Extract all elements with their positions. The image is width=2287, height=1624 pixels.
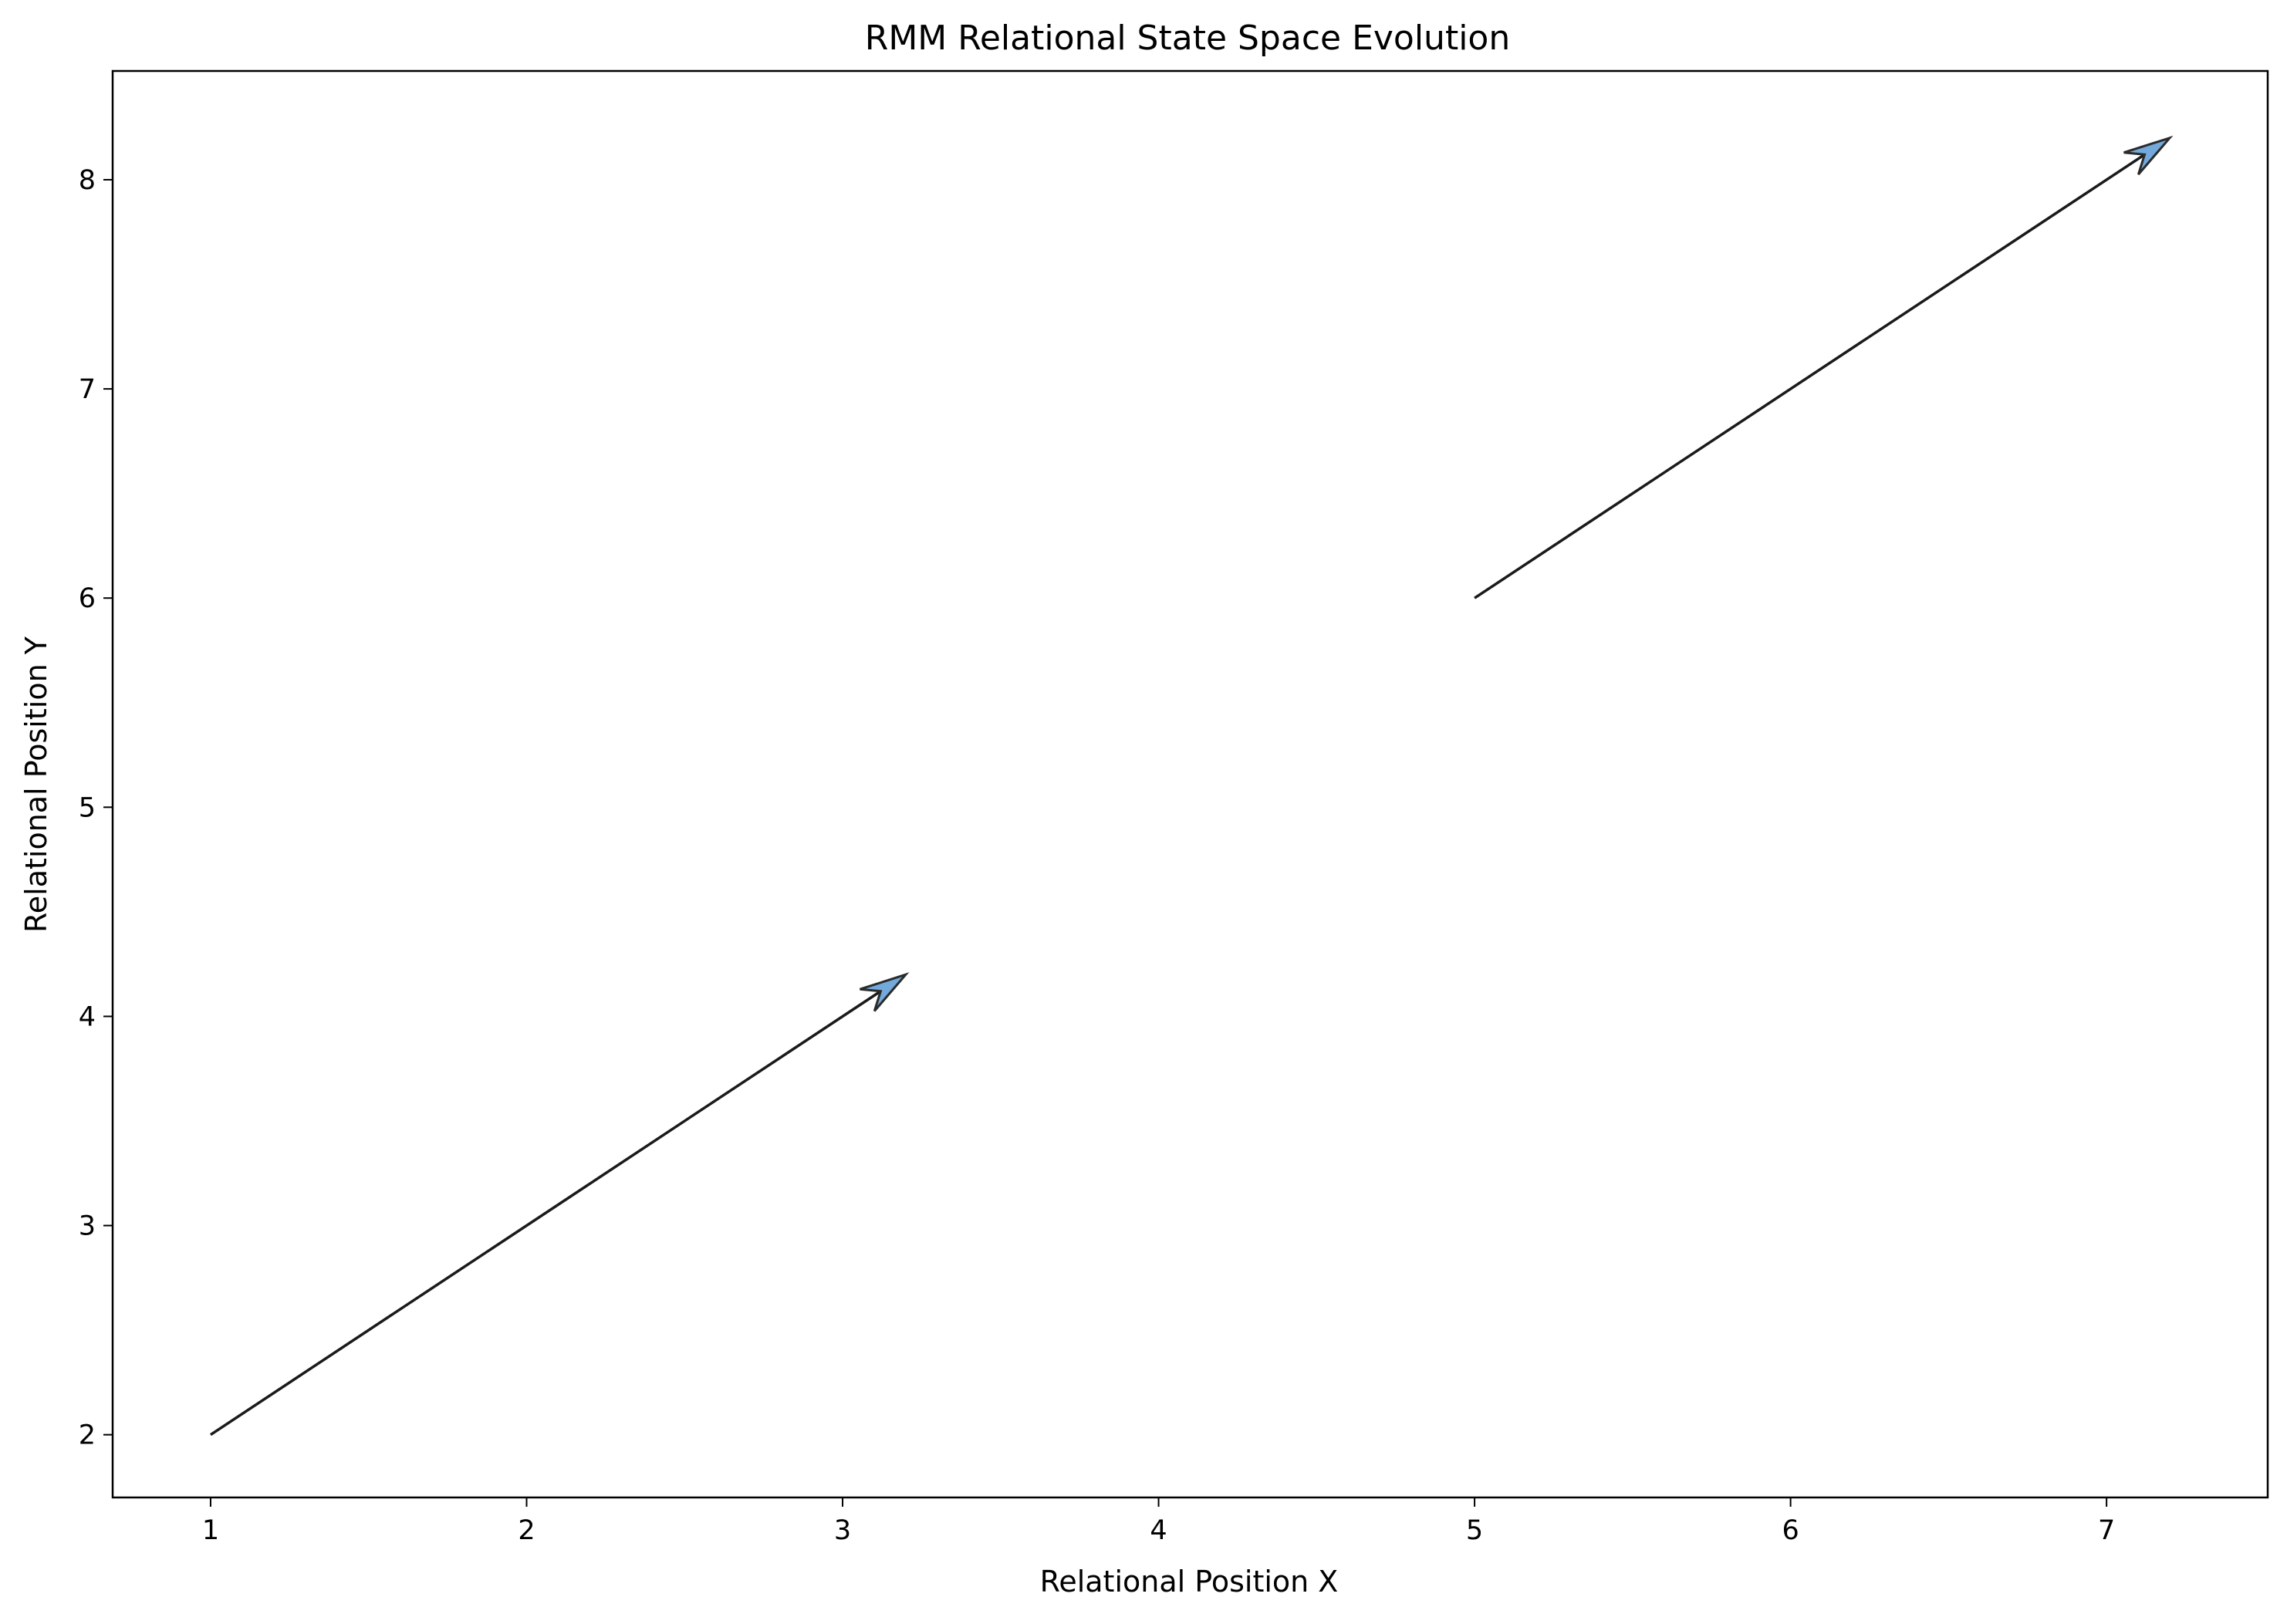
x-tick-label: 5 bbox=[1466, 1515, 1483, 1546]
x-axis-ticks: 1 2 3 4 5 6 7 bbox=[202, 1497, 2115, 1546]
x-tick-label: 7 bbox=[2098, 1515, 2115, 1546]
arrow-shaft bbox=[1474, 153, 2146, 599]
quiver-arrow bbox=[1474, 135, 2174, 599]
y-tick-label: 8 bbox=[79, 165, 96, 196]
arrow-series bbox=[209, 135, 2174, 1437]
y-axis-label: Relational Position Y bbox=[19, 636, 53, 933]
y-tick-label: 2 bbox=[79, 1420, 96, 1451]
x-tick-label: 6 bbox=[1782, 1515, 1799, 1546]
x-tick-label: 4 bbox=[1150, 1515, 1167, 1546]
arrow-head bbox=[2123, 135, 2174, 176]
plot-area bbox=[111, 69, 2269, 1499]
x-tick-label: 1 bbox=[202, 1515, 219, 1546]
y-axis-ticks: 2 3 4 5 6 7 8 bbox=[79, 165, 113, 1451]
y-tick-label: 4 bbox=[79, 1001, 96, 1032]
x-tick-label: 2 bbox=[518, 1515, 535, 1546]
y-tick-label: 6 bbox=[79, 583, 96, 614]
arrow-shaft bbox=[209, 990, 882, 1437]
y-tick-label: 7 bbox=[79, 374, 96, 405]
quiver-arrow bbox=[209, 972, 910, 1437]
x-axis-label: Relational Position X bbox=[1040, 1565, 1339, 1599]
x-tick-label: 3 bbox=[834, 1515, 851, 1546]
axes-frame bbox=[111, 69, 2269, 1499]
chart-title: RMM Relational State Space Evolution bbox=[865, 19, 1510, 58]
y-tick-label: 5 bbox=[79, 792, 96, 823]
y-tick-label: 3 bbox=[79, 1211, 96, 1242]
arrow-head bbox=[860, 972, 910, 1012]
